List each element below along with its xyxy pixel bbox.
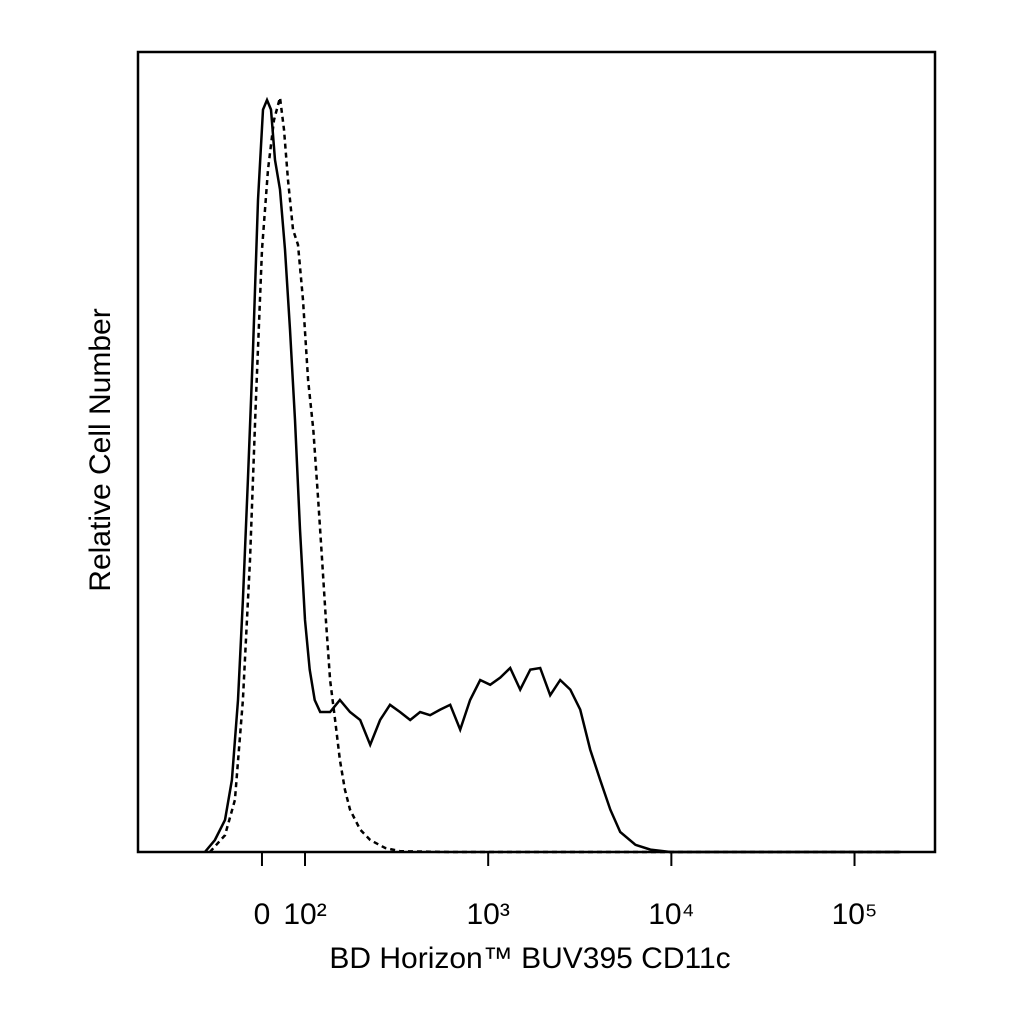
y-axis-label: Relative Cell Number (84, 308, 117, 591)
x-tick-label: 10⁵ (832, 898, 878, 931)
histogram-line (203, 96, 901, 854)
x-tick-label: 0 (254, 898, 271, 931)
histogram-line (208, 97, 901, 854)
x-tick-label: 10² (283, 898, 326, 931)
x-tick-label: 10³ (467, 898, 510, 931)
x-axis-label: BD Horizon™ BUV395 CD11c (329, 942, 730, 975)
x-tick-label: 10⁴ (648, 898, 694, 931)
plot-frame (136, 50, 937, 854)
